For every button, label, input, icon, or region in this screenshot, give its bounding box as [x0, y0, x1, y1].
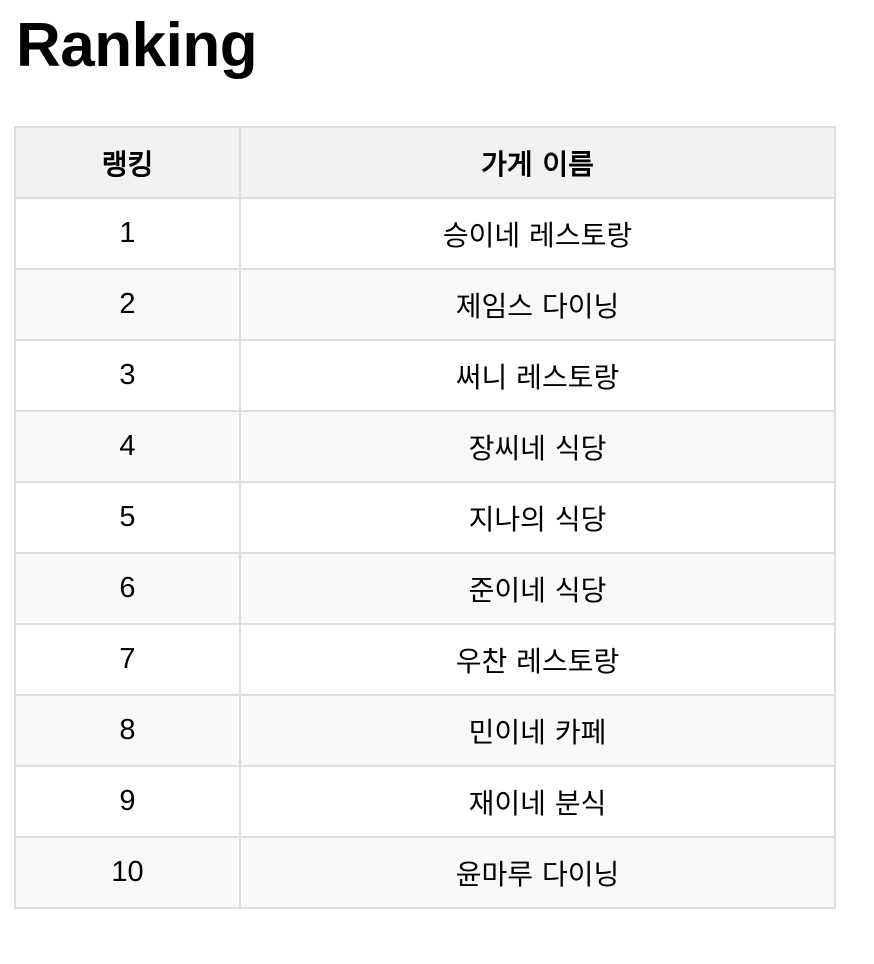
table-header: 랭킹 가게 이름: [14, 126, 836, 199]
column-header-rank: 랭킹: [14, 126, 241, 199]
store-name-cell: 민이네 카페: [239, 694, 836, 767]
table-header-row: 랭킹 가게 이름: [14, 126, 836, 199]
table-body: 1 승이네 레스토랑 2 제임스 다이닝 3 써니 레스토랑 4 장씨네 식당 …: [14, 197, 836, 909]
store-name-cell: 준이네 식당: [239, 552, 836, 625]
table-row: 6 준이네 식당: [14, 552, 836, 625]
rank-cell: 9: [14, 765, 241, 838]
table-row: 7 우찬 레스토랑: [14, 623, 836, 696]
store-name-cell: 우찬 레스토랑: [239, 623, 836, 696]
rank-cell: 1: [14, 197, 241, 270]
store-name-cell: 써니 레스토랑: [239, 339, 836, 412]
table-row: 10 윤마루 다이닝: [14, 836, 836, 909]
table-row: 2 제임스 다이닝: [14, 268, 836, 341]
column-header-store-name: 가게 이름: [239, 126, 836, 199]
store-name-cell: 제임스 다이닝: [239, 268, 836, 341]
rank-cell: 6: [14, 552, 241, 625]
store-name-cell: 지나의 식당: [239, 481, 836, 554]
rank-cell: 8: [14, 694, 241, 767]
store-name-cell: 윤마루 다이닝: [239, 836, 836, 909]
rank-cell: 2: [14, 268, 241, 341]
ranking-table: 랭킹 가게 이름 1 승이네 레스토랑 2 제임스 다이닝 3 써니 레스토랑 …: [14, 126, 836, 909]
rank-cell: 5: [14, 481, 241, 554]
store-name-cell: 재이네 분식: [239, 765, 836, 838]
rank-cell: 7: [14, 623, 241, 696]
store-name-cell: 장씨네 식당: [239, 410, 836, 483]
table-row: 1 승이네 레스토랑: [14, 197, 836, 270]
rank-cell: 4: [14, 410, 241, 483]
table-row: 8 민이네 카페: [14, 694, 836, 767]
rank-cell: 3: [14, 339, 241, 412]
page-title: Ranking: [16, 11, 258, 80]
table-row: 9 재이네 분식: [14, 765, 836, 838]
table-row: 5 지나의 식당: [14, 481, 836, 554]
table-row: 3 써니 레스토랑: [14, 339, 836, 412]
table-row: 4 장씨네 식당: [14, 410, 836, 483]
rank-cell: 10: [14, 836, 241, 909]
store-name-cell: 승이네 레스토랑: [239, 197, 836, 270]
